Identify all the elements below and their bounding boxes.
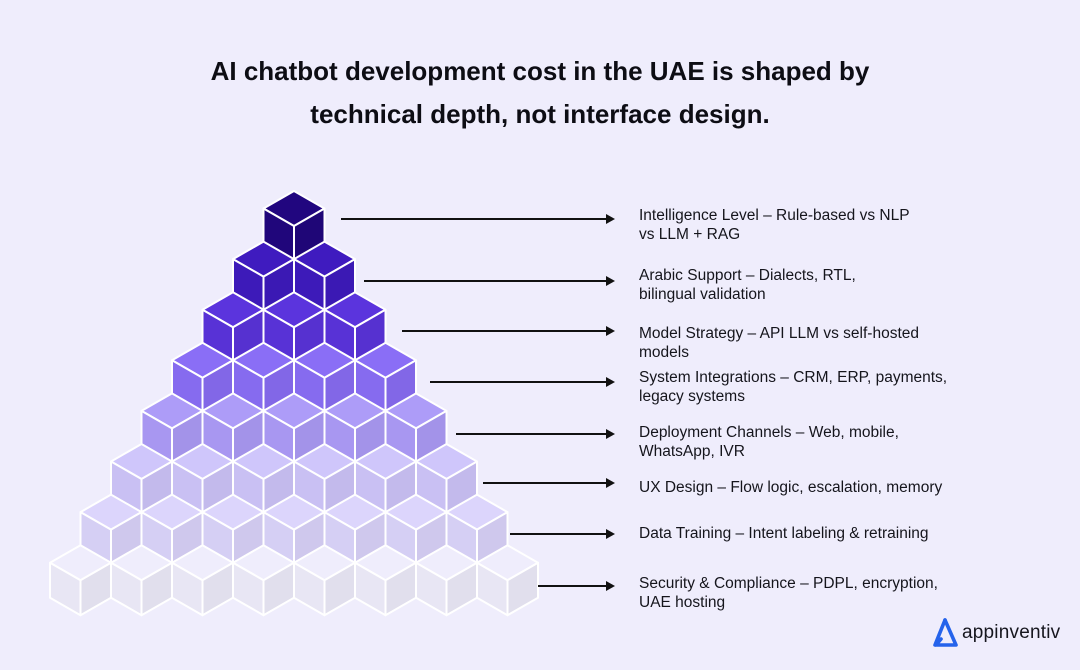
label-line: Intelligence Level – Rule-based vs NLP (639, 207, 910, 224)
arrow-icon (483, 478, 615, 488)
label-line: Deployment Channels – Web, mobile, (639, 424, 899, 441)
cube-row-5 (140, 392, 448, 465)
label-line: UAE hosting (639, 594, 726, 611)
layer-label-arabic-support: Arabic Support – Dialects, RTL, bilingua… (639, 266, 1019, 304)
label-line: WhatsApp, IVR (639, 443, 745, 460)
layer-label-model-strategy: Model Strategy – API LLM vs self-hosted … (639, 324, 1019, 362)
label-line: bilingual validation (639, 286, 766, 303)
cube (323, 291, 387, 364)
arrow-icon (456, 429, 615, 439)
label-line: Model Strategy – API LLM vs self-hosted (639, 325, 919, 342)
cube-row-3 (201, 291, 387, 364)
cube (110, 544, 173, 617)
layer-label-deployment-channels: Deployment Channels – Web, mobile, Whats… (639, 423, 1019, 461)
page-title: AI chatbot development cost in the UAE i… (0, 50, 1080, 136)
label-line: legacy systems (639, 388, 745, 405)
cube (384, 392, 448, 465)
label-line: Arabic Support – Dialects, RTL, (639, 267, 856, 284)
layer-label-intelligence-level: Intelligence Level – Rule-based vs NLP v… (639, 206, 1019, 244)
arrow-icon (430, 377, 615, 387)
cube (476, 544, 539, 617)
label-line: System Integrations – CRM, ERP, payments… (639, 369, 948, 386)
brand-name: appinventiv (962, 622, 1061, 643)
layer-label-ux-design: UX Design – Flow logic, escalation, memo… (639, 478, 1019, 497)
cube (171, 341, 234, 414)
label-line: models (639, 344, 689, 361)
cube (49, 544, 112, 617)
label-line: UX Design – Flow logic, escalation, memo… (639, 479, 943, 496)
label-line: Data Training – Intent labeling & retrai… (639, 525, 929, 542)
layer-label-data-training: Data Training – Intent labeling & retrai… (639, 524, 1019, 543)
arrow-icon (510, 529, 615, 539)
cube (232, 544, 295, 617)
cube (171, 544, 234, 617)
cube-row-8 (49, 544, 539, 617)
arrow-icon (538, 581, 615, 591)
arrow-icon (402, 326, 615, 336)
brand-logo: appinventiv (932, 618, 1060, 648)
cube (232, 240, 295, 313)
label-line: Security & Compliance – PDPL, encryption… (639, 575, 938, 592)
title-line-1: AI chatbot development cost in the UAE i… (210, 56, 870, 86)
cube (293, 544, 356, 617)
label-line: vs LLM + RAG (639, 226, 741, 243)
cube (415, 544, 478, 617)
appinventiv-a-logo-icon (933, 618, 958, 647)
title-line-2: technical depth, not interface design. (310, 99, 770, 129)
arrow-icon (341, 214, 615, 224)
layer-label-security-compliance: Security & Compliance – PDPL, encryption… (639, 574, 1019, 612)
arrow-icon (364, 276, 615, 286)
layer-label-system-integrations: System Integrations – CRM, ERP, payments… (639, 368, 1019, 406)
